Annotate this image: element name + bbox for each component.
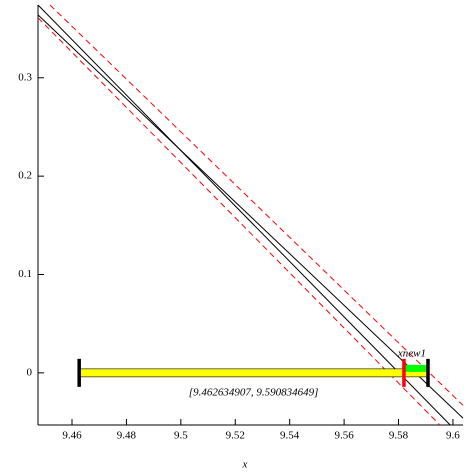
line bbox=[49, 4, 464, 406]
interval-label: [9.462634907, 9.590834649] bbox=[189, 386, 319, 398]
x-tick-label: 9.48 bbox=[117, 430, 137, 442]
y-tick-label: 0.2 bbox=[18, 170, 32, 182]
line bbox=[37, 4, 451, 426]
interval-bar bbox=[78, 368, 429, 378]
x-tick-label: 9.46 bbox=[62, 430, 82, 442]
xnew-label: xnew1 bbox=[397, 347, 426, 359]
y-tick-label: 0 bbox=[27, 366, 33, 378]
x-tick-label: 9.6 bbox=[446, 430, 460, 442]
x-tick-label: 9.5 bbox=[174, 430, 188, 442]
x-tick-label: 9.52 bbox=[226, 430, 245, 442]
x-tick-label: 9.58 bbox=[389, 430, 409, 442]
line bbox=[37, 17, 441, 426]
x-axis-label: x bbox=[242, 459, 248, 471]
x-tick-label: 9.56 bbox=[334, 430, 354, 442]
x-tick-label: 9.54 bbox=[280, 430, 300, 442]
line bbox=[37, 14, 464, 419]
y-tick-label: 0.3 bbox=[18, 71, 32, 83]
y-tick-label: 0.1 bbox=[18, 268, 32, 280]
new-interval bbox=[403, 364, 428, 372]
